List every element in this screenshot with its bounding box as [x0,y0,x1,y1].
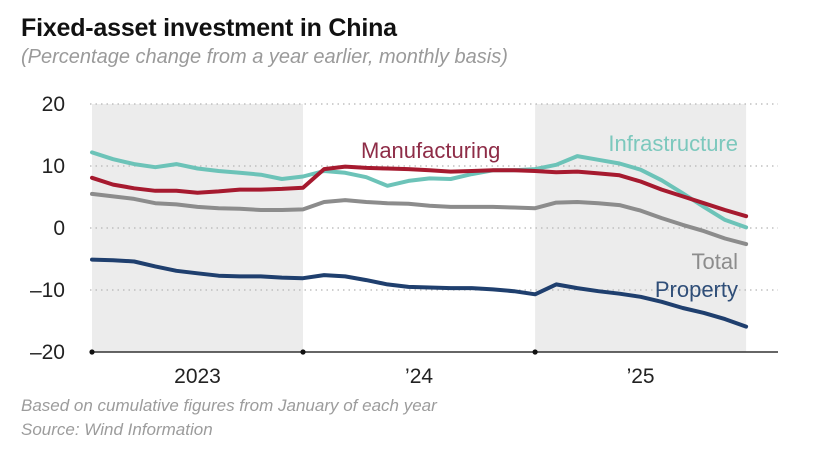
x-tick-label: ’24 [405,365,433,388]
total-label: Total [692,249,738,274]
y-tick-label: 0 [53,217,65,240]
infrastructure-label: Infrastructure [608,131,738,156]
x-tick-label: 2023 [174,365,221,388]
x-axis-tick [89,349,95,355]
x-tick-label: ’25 [627,365,655,388]
chart-subtitle: (Percentage change from a year earlier, … [21,46,508,68]
source-note: Source: Wind Information [21,420,213,439]
manufacturing-line [90,164,749,219]
property-label: Property [655,277,738,302]
footnote: Based on cumulative figures from January… [21,396,437,415]
y-tick-label: 20 [42,93,65,116]
property-line [90,257,749,329]
manufacturing-label: Manufacturing [361,138,500,163]
shaded-period [92,104,303,352]
y-tick-label: –20 [30,341,65,364]
x-axis-tick [300,349,306,355]
y-tick-label: –10 [30,279,65,302]
chart-title: Fixed-asset investment in China [21,14,397,42]
x-axis-tick [532,349,538,355]
y-tick-label: 10 [42,155,65,178]
total-line [90,191,749,247]
infrastructure-line [90,150,749,230]
